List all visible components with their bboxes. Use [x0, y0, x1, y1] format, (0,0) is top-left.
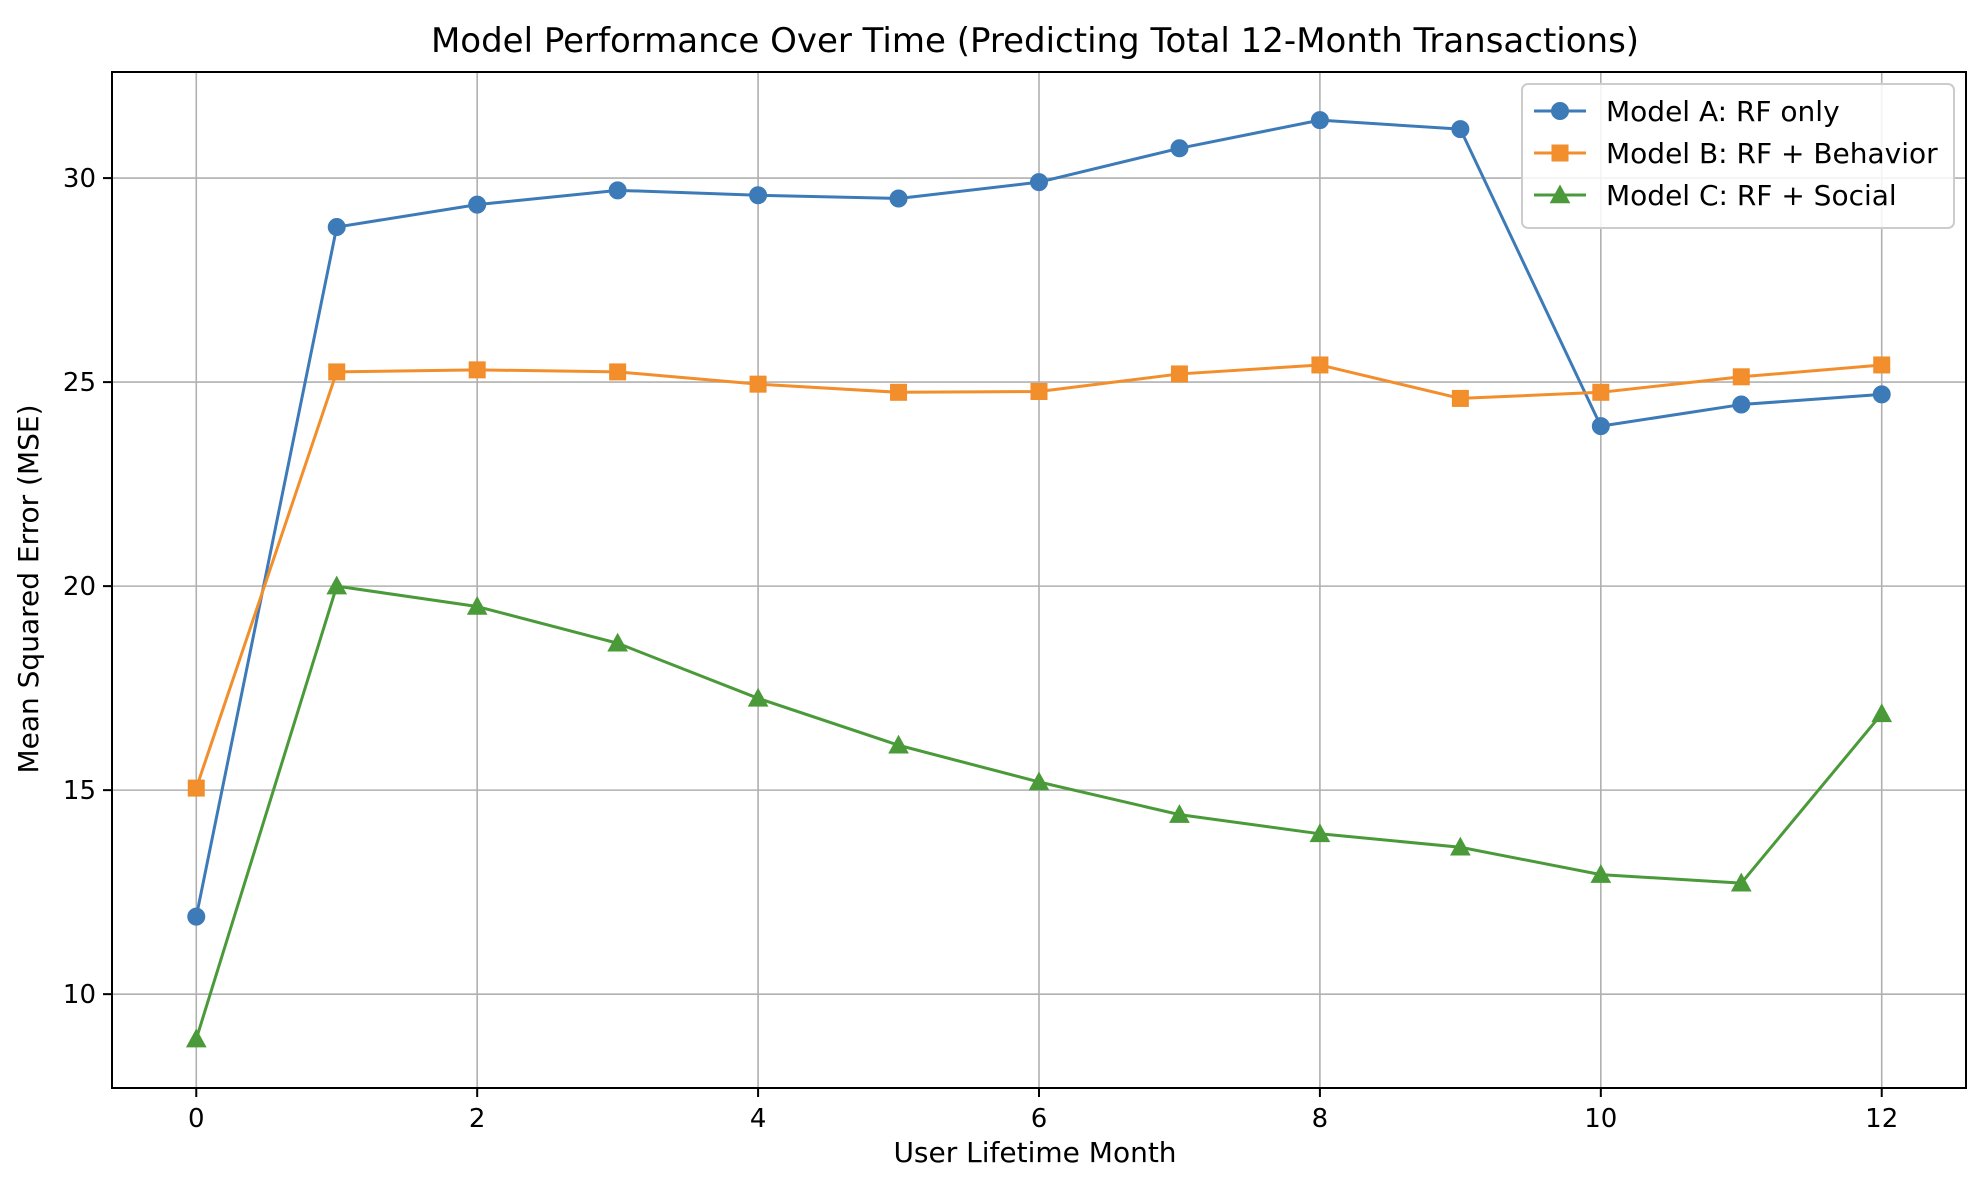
data-point [1169, 804, 1190, 823]
data-point [1450, 836, 1471, 856]
chart-title: Model Performance Over Time (Predicting … [431, 21, 1639, 61]
legend-entry: Model A: RF only [1534, 95, 1840, 128]
data-point [1030, 382, 1048, 400]
data-point [468, 361, 486, 379]
data-point [466, 595, 488, 615]
x-tick-label: 4 [750, 1104, 767, 1134]
axes: 0 2 4 6 8 10 12 10 15 20 25 30 [63, 71, 1967, 1134]
data-point [1872, 385, 1891, 404]
data-point [1730, 872, 1752, 892]
data-point [1590, 864, 1612, 883]
data-point [608, 181, 627, 200]
data-point [1170, 139, 1189, 158]
data-point [1873, 356, 1891, 374]
legend-marker [1551, 144, 1569, 162]
y-axis-label: Mean Squared Error (MSE) [12, 404, 45, 773]
data-point [1732, 395, 1751, 414]
x-tick-label: 10 [1584, 1104, 1617, 1134]
data-point [328, 363, 346, 381]
y-tick-label: 25 [63, 368, 96, 398]
data-point [749, 375, 767, 393]
y-tick-label: 30 [63, 164, 96, 194]
data-point [326, 575, 348, 595]
x-tick-label: 6 [1031, 1104, 1048, 1134]
data-point [609, 363, 627, 381]
data-point [1871, 703, 1893, 723]
data-point [327, 218, 346, 237]
x-tick-label: 2 [469, 1104, 486, 1134]
data-point [468, 195, 487, 214]
data-point [1732, 368, 1750, 386]
data-point [749, 186, 768, 205]
legend-entry: Model C: RF + Social [1534, 179, 1897, 212]
data-point [1310, 111, 1329, 130]
data-point [1030, 173, 1048, 192]
legend-label: Model B: RF + Behavior [1606, 137, 1938, 170]
data-point [890, 383, 908, 401]
legend-label: Model C: RF + Social [1606, 179, 1897, 212]
x-tick-label: 8 [1312, 1104, 1329, 1134]
data-point [1591, 417, 1610, 436]
data-point [187, 779, 205, 797]
data-point [1309, 823, 1331, 843]
legend-marker [1549, 184, 1571, 204]
data-point [747, 687, 769, 707]
x-tick-label: 0 [188, 1104, 205, 1134]
y-tick-label: 15 [63, 776, 96, 806]
legend: Model A: RF only Model B: RF + Behavior Mo… [1521, 83, 1955, 229]
data-point [1451, 389, 1469, 407]
x-tick-label: 12 [1865, 1104, 1898, 1134]
data-point [187, 907, 206, 926]
series-3 [185, 575, 1893, 1048]
legend-label: Model A: RF only [1606, 95, 1840, 128]
data-point [1451, 120, 1470, 139]
data-point [607, 632, 628, 652]
y-tick-label: 20 [63, 572, 96, 602]
data-point [889, 189, 908, 208]
legend-entry: Model B: RF + Behavior [1534, 137, 1938, 170]
data-point [185, 1028, 207, 1048]
series-layer [185, 111, 1893, 1048]
series-1 [187, 111, 1891, 926]
legend-box [1521, 83, 1955, 229]
data-point [888, 734, 909, 754]
series-2 [187, 356, 1891, 797]
legend-marker [1551, 102, 1569, 120]
x-axis-label: User Lifetime Month [893, 1136, 1176, 1169]
data-point [1592, 383, 1610, 401]
data-point [1028, 771, 1050, 791]
data-point [1311, 356, 1329, 374]
y-tick-label: 10 [63, 980, 96, 1010]
data-point [1170, 365, 1188, 383]
